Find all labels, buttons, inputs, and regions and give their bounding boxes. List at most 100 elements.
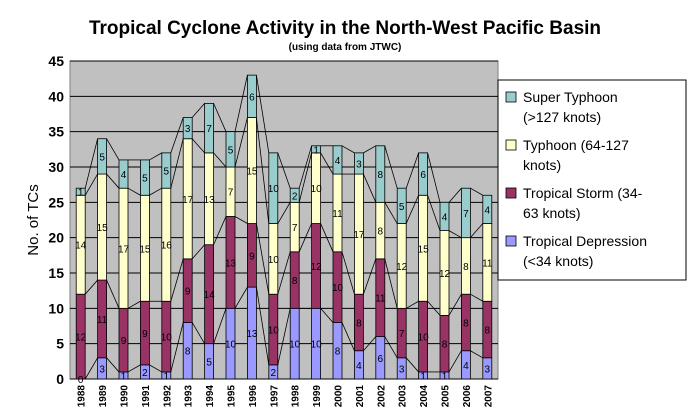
x-tick-label: 1991	[141, 385, 152, 408]
series-line	[106, 173, 120, 189]
bars	[75, 74, 493, 380]
series-line	[298, 145, 312, 189]
bar-segment	[140, 159, 150, 196]
data-label: 6	[378, 354, 384, 365]
series-line	[170, 258, 184, 302]
bar-segment	[97, 138, 107, 175]
series-line	[448, 293, 462, 316]
x-tick-label: 2004	[419, 385, 430, 408]
series-line	[427, 195, 441, 231]
series-line	[234, 117, 248, 168]
data-label: 17	[353, 230, 365, 241]
series-line	[341, 145, 355, 154]
data-label: 8	[463, 262, 469, 273]
series-line	[470, 223, 484, 238]
data-label: 8	[378, 227, 384, 238]
data-label: 13	[246, 329, 258, 340]
data-label: 4	[335, 156, 341, 167]
x-tick-label: 2006	[462, 385, 473, 408]
data-label: 3	[185, 124, 191, 135]
data-label: 13	[225, 258, 237, 269]
legend-label: (<34 knots)	[523, 253, 593, 269]
data-label: 4	[442, 212, 448, 223]
series-line	[405, 357, 419, 373]
chart-title: Tropical Cyclone Activity in the North-W…	[89, 18, 601, 39]
legend-swatch	[505, 139, 517, 151]
series-line	[470, 350, 484, 359]
data-label: 8	[335, 347, 341, 358]
data-label: 10	[311, 184, 323, 195]
data-label: 7	[399, 329, 405, 340]
series-line	[191, 138, 205, 154]
data-label: 11	[375, 294, 386, 305]
data-label: 16	[161, 241, 173, 252]
data-label: 3	[99, 364, 105, 375]
series-line	[106, 279, 120, 309]
bar-segment	[204, 103, 214, 154]
data-label: 2	[142, 368, 148, 379]
data-label: 4	[485, 205, 491, 216]
data-label: 5	[228, 145, 234, 156]
series-line	[149, 152, 163, 161]
series-line	[277, 251, 291, 295]
series-line	[213, 308, 227, 344]
data-label: 3	[356, 159, 362, 170]
y-tick-label: 45	[48, 53, 64, 69]
data-label: 14	[204, 290, 216, 301]
bar-segment	[311, 145, 321, 154]
series-line	[298, 152, 312, 203]
data-label: 0	[78, 375, 84, 386]
y-tick-label: 10	[48, 300, 64, 316]
data-label: 9	[185, 287, 191, 298]
bar-segment	[482, 194, 493, 224]
x-tick-label: 2005	[441, 385, 452, 408]
data-label: 14	[75, 241, 87, 252]
bar-segment	[161, 152, 172, 189]
data-label: 10	[161, 333, 173, 344]
series-line	[405, 300, 419, 309]
data-label: 4	[356, 361, 362, 372]
data-label: 10	[332, 283, 344, 294]
series-line	[384, 202, 398, 224]
bar-segment	[396, 187, 407, 224]
series-line	[255, 287, 270, 365]
series-line	[127, 364, 141, 373]
data-label: 4	[463, 361, 469, 372]
series-line	[448, 230, 462, 239]
y-tick-label: 5	[56, 336, 64, 352]
y-axis-ticks: 0 5 10 15 20 25 30 35 40 45	[48, 53, 64, 387]
data-label: 10	[268, 255, 280, 266]
bar-segment	[461, 187, 471, 239]
x-tick-label: 2001	[355, 385, 366, 408]
data-label: 12	[75, 333, 87, 344]
legend-label: Typhoon (64-127	[523, 137, 629, 153]
series-line	[149, 364, 163, 373]
series-line	[255, 75, 270, 153]
series-line	[341, 251, 355, 295]
bar-segment	[268, 152, 279, 224]
data-label: 11	[482, 258, 493, 269]
data-label: 5	[164, 167, 170, 178]
data-label: 8	[356, 318, 362, 329]
legend-label: knots)	[523, 157, 561, 173]
series-line	[405, 195, 419, 224]
data-label: 11	[332, 209, 343, 220]
legend-label: (>127 knots)	[523, 109, 601, 125]
data-label: 9	[249, 251, 255, 262]
data-label: 5	[99, 152, 105, 163]
data-label: 7	[206, 124, 212, 135]
x-tick-label: 1992	[162, 385, 173, 408]
series-line	[213, 152, 227, 168]
series-line	[427, 152, 441, 203]
series-line	[191, 322, 205, 344]
data-label: 1	[78, 188, 84, 199]
data-label: 12	[439, 269, 451, 280]
data-label: 1	[313, 145, 319, 156]
series-line	[127, 300, 141, 309]
data-label: 2	[292, 191, 298, 202]
legend-box	[497, 79, 687, 281]
data-label: 15	[139, 244, 151, 255]
series-line	[127, 187, 141, 196]
data-label: 9	[121, 336, 127, 347]
